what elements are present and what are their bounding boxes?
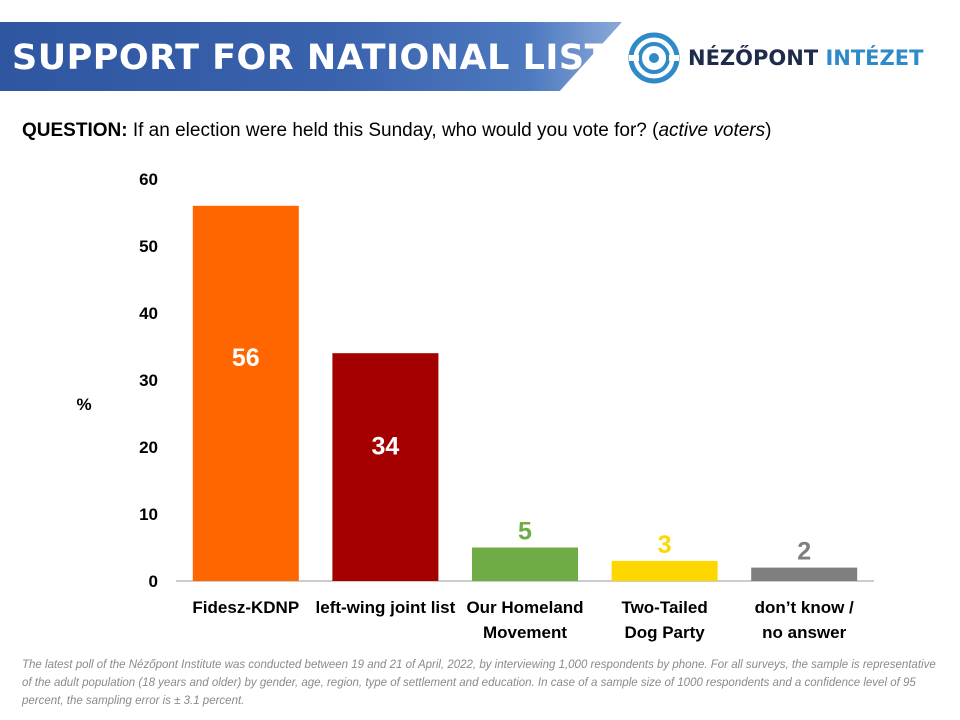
y-tick-label: 10 (139, 505, 158, 524)
question-italic: active voters (658, 120, 766, 141)
x-tick-label: Our Homeland (466, 598, 583, 617)
y-axis-label: % (76, 395, 91, 414)
question-text: If an election were held this Sunday, wh… (132, 120, 659, 141)
bar (611, 560, 718, 581)
title-banner (0, 22, 622, 91)
x-tick-label: Two-Tailed (621, 598, 707, 617)
data-label: 3 (658, 531, 672, 559)
logo: NÉZŐPONT INTÉZET (628, 32, 923, 84)
question-close: ) (765, 120, 772, 141)
y-tick-label: 60 (139, 170, 158, 189)
y-tick-label: 50 (139, 237, 158, 256)
y-tick-label: 0 (149, 572, 158, 591)
bar (751, 567, 858, 581)
logo-text-primary: NÉZŐPONT (688, 46, 819, 70)
data-label: 34 (371, 432, 399, 460)
bar (192, 205, 299, 582)
x-tick-label: Fidesz-KDNP (192, 598, 299, 617)
bar (472, 547, 578, 581)
page-title: SUPPORT FOR NATIONAL LISTS (12, 38, 635, 78)
bar (332, 353, 439, 581)
data-label: 56 (232, 344, 260, 372)
y-tick-label: 30 (139, 371, 158, 390)
footnote: The latest poll of the Nézőpont Institut… (22, 659, 936, 707)
x-tick-label: don’t know / (755, 598, 854, 617)
data-label: 5 (518, 518, 532, 546)
logo-text: NÉZŐPONT INTÉZET (688, 46, 923, 70)
x-tick-label: no answer (762, 623, 846, 642)
target-icon (628, 32, 680, 84)
logo-text-secondary: INTÉZET (825, 46, 924, 70)
x-tick-label: Dog Party (624, 623, 705, 642)
data-label: 2 (797, 538, 811, 566)
x-tick-label: Movement (483, 623, 567, 642)
y-tick-label: 40 (139, 304, 158, 323)
question-label: QUESTION: (22, 120, 128, 141)
y-tick-label: 20 (139, 438, 158, 457)
question: QUESTION: If an election were held this … (22, 120, 771, 142)
x-tick-label: left-wing joint list (316, 598, 456, 617)
